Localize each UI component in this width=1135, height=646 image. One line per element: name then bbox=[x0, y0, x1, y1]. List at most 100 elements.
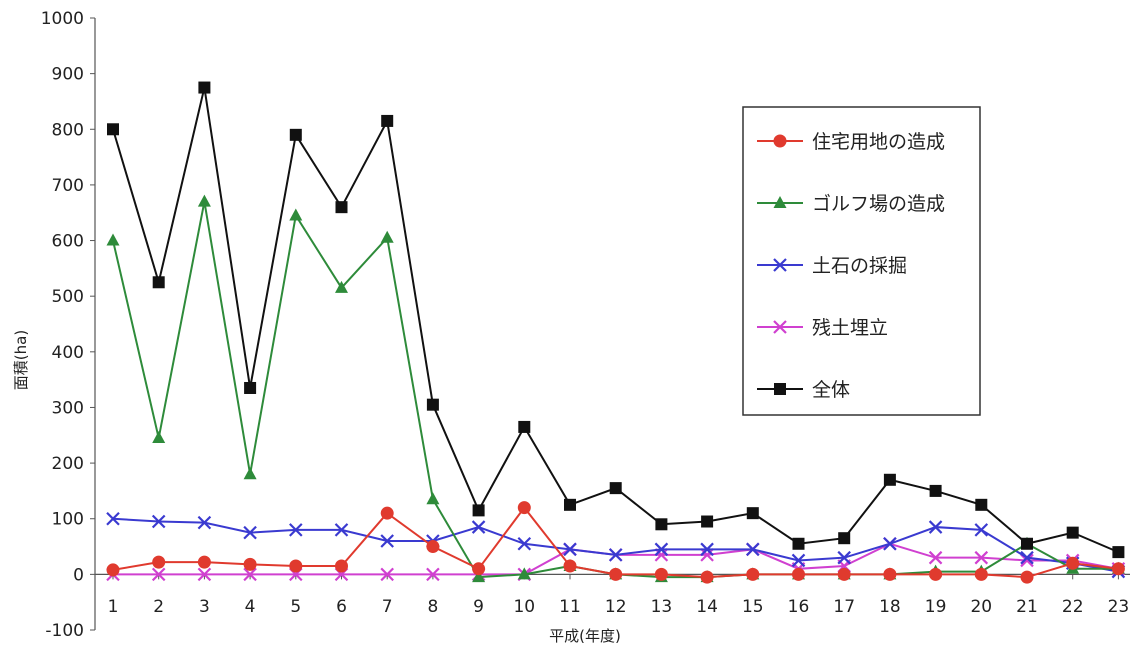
data-point-4 bbox=[472, 504, 485, 517]
data-point-2 bbox=[106, 511, 120, 526]
data-point-4 bbox=[792, 537, 805, 550]
data-point-4 bbox=[289, 128, 302, 141]
data-point-0 bbox=[152, 555, 166, 569]
data-point-2 bbox=[928, 520, 943, 534]
legend-label: 全体 bbox=[812, 379, 850, 401]
y-tick-label: 0 bbox=[73, 565, 84, 585]
legend-label: 残土埋立 bbox=[812, 317, 888, 339]
legend-item: 住宅用地の造成 bbox=[757, 131, 945, 153]
x-tick-label: 14 bbox=[696, 597, 718, 617]
x-tick-label: 4 bbox=[245, 597, 256, 617]
data-point-4 bbox=[518, 420, 531, 433]
y-tick-label: 1000 bbox=[41, 9, 84, 29]
x-tick-label: 7 bbox=[382, 597, 393, 617]
data-point-0 bbox=[974, 567, 988, 581]
data-point-3 bbox=[974, 550, 989, 565]
series-4 bbox=[107, 81, 1125, 559]
data-point-2 bbox=[883, 536, 897, 551]
x-axis-title: 平成(年度) bbox=[549, 627, 621, 645]
y-tick-label: -100 bbox=[45, 621, 84, 641]
data-point-0 bbox=[700, 570, 714, 584]
data-point-2 bbox=[608, 548, 623, 562]
data-point-0 bbox=[472, 562, 486, 576]
x-tick-label: 11 bbox=[559, 597, 581, 617]
data-point-4 bbox=[381, 114, 394, 127]
data-point-2 bbox=[289, 523, 303, 537]
data-point-0 bbox=[426, 540, 440, 554]
data-point-0 bbox=[1066, 556, 1080, 570]
data-point-4 bbox=[975, 498, 988, 511]
data-point-2 bbox=[1020, 550, 1034, 565]
data-point-4 bbox=[564, 498, 576, 511]
y-tick-label: 100 bbox=[52, 510, 84, 530]
data-point-3 bbox=[426, 567, 440, 582]
x-tick-label: 16 bbox=[788, 597, 810, 617]
data-point-0 bbox=[197, 555, 211, 569]
data-point-0 bbox=[792, 567, 805, 581]
data-point-4 bbox=[746, 507, 759, 520]
x-tick-label: 8 bbox=[427, 597, 438, 617]
data-point-2 bbox=[700, 542, 714, 557]
data-point-0 bbox=[746, 567, 760, 581]
data-point-0 bbox=[335, 559, 348, 573]
legend-item: 土石の採掘 bbox=[757, 255, 907, 277]
legend-item: ゴルフ場の造成 bbox=[757, 193, 945, 215]
data-point-0 bbox=[609, 567, 623, 581]
data-point-1 bbox=[335, 280, 348, 293]
data-point-0 bbox=[1111, 562, 1125, 576]
x-tick-label: 6 bbox=[336, 597, 347, 617]
legend-label: 土石の採掘 bbox=[812, 255, 907, 277]
x-tick-labels: 1 2 3 4 5 6 7 8 9 10 11 12 13 14 15 16 17 18 19 20 21 22 23 bbox=[108, 574, 1130, 617]
data-point-3 bbox=[197, 567, 212, 582]
data-point-4 bbox=[1021, 537, 1033, 550]
y-tick-label: 900 bbox=[52, 65, 84, 85]
data-point-2 bbox=[746, 542, 760, 557]
data-point-3 bbox=[380, 567, 394, 582]
series-line-2 bbox=[112, 517, 1119, 573]
legend-marker bbox=[773, 196, 787, 208]
data-point-4 bbox=[244, 381, 257, 394]
y-tick-label: 500 bbox=[52, 287, 84, 307]
data-point-2 bbox=[654, 542, 669, 557]
x-tick-label: 18 bbox=[879, 597, 901, 617]
x-tick-label: 23 bbox=[1108, 597, 1130, 617]
data-point-2 bbox=[791, 553, 806, 568]
data-point-4 bbox=[198, 81, 211, 94]
series-layer bbox=[106, 81, 1126, 584]
data-point-4 bbox=[655, 518, 668, 531]
series-line-0 bbox=[112, 505, 1119, 579]
data-point-4 bbox=[426, 398, 439, 411]
x-tick-label: 10 bbox=[513, 597, 535, 617]
x-tick-label: 2 bbox=[153, 597, 164, 617]
data-point-0 bbox=[837, 567, 851, 581]
data-point-2 bbox=[471, 520, 486, 534]
x-tick-label: 3 bbox=[199, 597, 210, 617]
data-point-1 bbox=[106, 233, 120, 246]
data-point-1 bbox=[517, 567, 531, 580]
legend-label: 住宅用地の造成 bbox=[812, 131, 945, 153]
data-point-4 bbox=[335, 201, 348, 214]
x-tick-label: 5 bbox=[290, 597, 301, 617]
y-tick-label: 800 bbox=[52, 120, 84, 140]
data-point-1 bbox=[243, 467, 257, 480]
legend-marker bbox=[774, 383, 786, 395]
data-point-4 bbox=[883, 473, 896, 486]
data-point-4 bbox=[152, 276, 165, 289]
data-point-3 bbox=[700, 548, 714, 562]
data-point-4 bbox=[701, 515, 714, 528]
data-point-0 bbox=[1020, 570, 1034, 584]
data-point-0 bbox=[883, 567, 897, 581]
y-tick-label: 300 bbox=[52, 398, 84, 418]
x-tick-label: 21 bbox=[1016, 597, 1038, 617]
data-point-2 bbox=[974, 523, 989, 537]
data-point-2 bbox=[380, 534, 394, 548]
data-point-1 bbox=[152, 431, 166, 444]
legend-label: ゴルフ場の造成 bbox=[812, 193, 945, 215]
data-point-1 bbox=[472, 570, 486, 583]
data-point-0 bbox=[654, 567, 668, 581]
data-point-0 bbox=[380, 506, 394, 520]
data-point-4 bbox=[838, 532, 851, 545]
data-point-2 bbox=[197, 515, 212, 530]
